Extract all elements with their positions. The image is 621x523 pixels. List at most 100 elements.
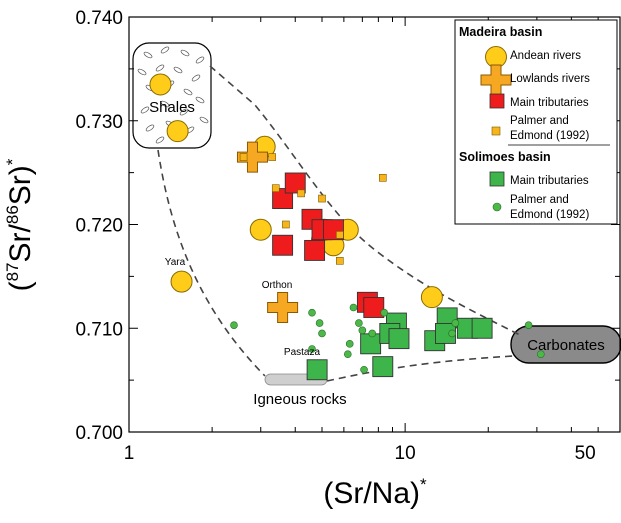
palmer-madeira-point (268, 153, 276, 161)
shale-texture-mark (191, 74, 201, 82)
shale-texture-mark (195, 56, 205, 64)
shales-region: Shales (132, 42, 212, 149)
palmer-madeira-point (336, 257, 344, 265)
palmer-madeira-point (271, 184, 280, 192)
legend-madeira-trib: Main tributaries (510, 97, 589, 109)
palmer-solimoes-point (358, 326, 367, 335)
x-tick-label: 50 (575, 443, 596, 464)
igneous-label: Igneous rocks (253, 391, 346, 408)
palmer-madeira-point (318, 194, 326, 203)
annotations: Yara Orthon Pastaza (165, 257, 321, 358)
palmer-solimoes-point (360, 365, 368, 374)
palmer-solimoes-point (451, 319, 460, 327)
palmer-solimoes-point (345, 340, 354, 348)
shales-label: Shales (149, 99, 195, 116)
legend-title-madeira: Madeira basin (459, 25, 542, 39)
y-axis-title: (87Sr/86Sr)* (3, 158, 37, 291)
y-axis-title-sup-87: 87 (3, 262, 22, 281)
palmer-madeira-point (297, 189, 305, 198)
y-tick-label: 0.730 (75, 112, 123, 133)
shale-texture-mark (195, 96, 205, 104)
palmer-madeira-point (239, 153, 248, 161)
pastaza-label: Pastaza (284, 347, 321, 358)
shale-texture-mark (179, 108, 189, 116)
palmer-solimoes-point (315, 319, 324, 327)
palmer-madeira-point (336, 231, 344, 239)
tributary-point (306, 359, 328, 381)
series-lowlands (236, 141, 299, 323)
andean-river-point (485, 46, 507, 68)
legend-madeira-palmer-1: Palmer and (510, 115, 569, 127)
series-solimoes_trib (306, 307, 493, 381)
tributary-point (471, 317, 493, 339)
shale-texture-mark (183, 88, 193, 96)
mixing-envelope (157, 65, 521, 382)
legend-madeira-trib-marker (489, 93, 505, 109)
tributary-point (388, 328, 410, 350)
orthon-label: Orthon (262, 280, 293, 291)
shale-texture-mark (160, 100, 170, 108)
shale-texture-mark (180, 49, 190, 57)
legend-madeira-palmer-2: Edmond (1992) (510, 130, 589, 142)
tributary-point (372, 356, 394, 378)
legend-lowlands: Lowlands rivers (510, 73, 590, 85)
y-axis-title-sup-86: 86 (3, 205, 22, 224)
andean-river-point (170, 270, 193, 293)
andean-river-point (149, 73, 172, 96)
palmer-madeira-point (282, 220, 290, 229)
data-points (149, 73, 545, 381)
palmer-solimoes-point (308, 345, 316, 353)
shale-texture-mark (160, 46, 170, 54)
envelope-upper (209, 65, 521, 336)
x-axis-title: (Sr/Na)* (323, 475, 427, 510)
series-madeira_palmer (239, 153, 387, 265)
y-axis-title-sr: Sr/ (4, 223, 37, 262)
shale-texture-mark (140, 106, 150, 114)
y-axis-title-open: ( (4, 281, 37, 291)
legend-box (454, 19, 618, 225)
legend: Madeira basin Andean rivers Lowlands river… (454, 19, 618, 225)
shale-texture-mark (137, 68, 147, 76)
legend-title-solimoes: Solimoes basin (459, 150, 551, 164)
x-axis-title-sup: * (420, 475, 427, 494)
yara-label: Yara (165, 257, 186, 268)
carbonates-region: Carbonates (510, 325, 621, 364)
shales-box (132, 42, 212, 149)
y-axis-title-tail: Sr) (4, 165, 37, 205)
palmer-madeira-point (378, 174, 387, 182)
palmer-solimoes-point (380, 308, 389, 317)
lowlands-river-point (267, 292, 299, 323)
legend-solimoes-trib-marker (489, 171, 505, 187)
legend-andean: Andean rivers (510, 50, 581, 62)
y-tick-label: 0.710 (75, 319, 123, 340)
axis-ticks: 1 10 500.7000.7100.7200.7300.740(Sr/Na)*(8… (3, 8, 621, 510)
shale-texture-mark (155, 64, 165, 72)
legend-solimoes-trib: Main tributaries (510, 175, 589, 187)
y-tick-label: 0.720 (75, 216, 123, 237)
shale-texture-mark (173, 66, 183, 74)
legend-solimoes-palmer-2: Edmond (1992) (510, 209, 589, 221)
palmer-solimoes-point (308, 308, 316, 317)
x-tick-label: 1 (124, 443, 135, 464)
tributary-point (363, 297, 385, 318)
legend-solimoes-palmer-1: Palmer and (510, 194, 569, 206)
shale-texture-mark (199, 116, 209, 124)
legend-solimoes-palmer-marker (492, 202, 502, 212)
envelope-lower (326, 355, 514, 382)
palmer-solimoes-point (448, 329, 456, 338)
tributary-point (284, 172, 306, 194)
shale-texture-mark (143, 51, 153, 59)
palmer-solimoes-point (230, 321, 238, 329)
tributary-point (272, 234, 294, 256)
y-tick-label: 0.700 (75, 423, 123, 444)
tributary-point (272, 188, 294, 210)
y-tick-label: 0.740 (75, 8, 123, 29)
x-axis-title-main: (Sr/Na) (323, 477, 420, 510)
palmer-solimoes-point (349, 303, 358, 312)
palmer-solimoes-point (524, 321, 533, 329)
andean-river-point (420, 286, 443, 309)
shale-texture-mark (155, 136, 165, 144)
andean-river-point (166, 120, 189, 143)
envelope-left (157, 149, 266, 377)
palmer-solimoes-point (318, 329, 326, 338)
